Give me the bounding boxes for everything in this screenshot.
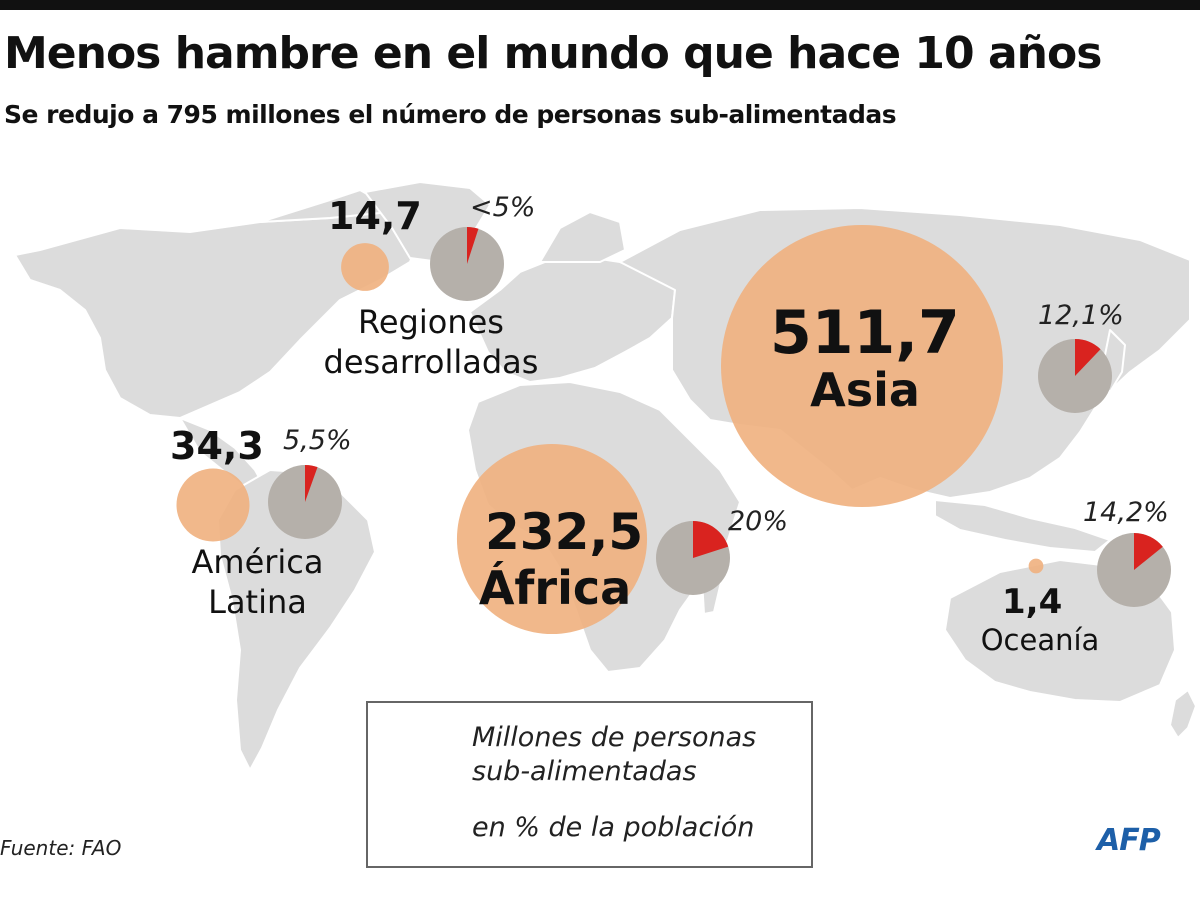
- landmass-new-zealand: [1169, 689, 1197, 739]
- region-name-line: Asia: [810, 363, 920, 417]
- bubble-desarrolladas: [341, 243, 389, 291]
- region-name-oceania: Oceanía: [965, 620, 1115, 660]
- page-subtitle: Se redujo a 795 millones el número de pe…: [4, 100, 897, 129]
- percent-label-latina: 5,5%: [283, 425, 352, 456]
- region-name-line: África: [478, 561, 632, 615]
- pie-slice-desarrolladas: [467, 227, 479, 264]
- percent-label-africa: 20%: [728, 506, 789, 537]
- bubble-asia: [721, 225, 1003, 507]
- region-name-line: América: [191, 543, 324, 581]
- region-name-line: Regiones: [358, 303, 504, 341]
- legend: Millones de personas sub-alimentadas en …: [366, 701, 813, 868]
- bubble-africa: [456, 443, 648, 635]
- region-name-africa: África: [470, 560, 640, 616]
- page-title: Menos hambre en el mundo que hace 10 año…: [4, 28, 1102, 79]
- top-bar: [0, 0, 1200, 10]
- percent-label-asia: 12,1%: [1038, 300, 1124, 331]
- value-label-asia: 511,7: [770, 298, 960, 368]
- legend-bubble-label-line: sub-alimentadas: [472, 756, 697, 787]
- region-name-desarrolladas: Regiones desarrolladas: [300, 302, 562, 382]
- percent-label-oceania: 14,2%: [1083, 497, 1169, 528]
- source-note: Fuente: FAO: [0, 836, 122, 860]
- legend-bubble-label: Millones de personas sub-alimentadas: [472, 721, 756, 789]
- landmass-scandinavia: [539, 211, 626, 263]
- landmass-se-asia-islands: [934, 499, 1111, 553]
- region-name-latina: América Latina: [165, 542, 350, 622]
- region-name-line: Oceanía: [980, 623, 1100, 657]
- region-name-line: desarrolladas: [323, 343, 539, 381]
- bubble-oceania: [1028, 558, 1044, 574]
- pie-slice-africa: [693, 521, 729, 558]
- region-name-line: Latina: [208, 583, 307, 621]
- pie-slice-oceania: [1134, 533, 1163, 570]
- afp-logo: AFP: [1097, 823, 1161, 858]
- value-label-oceania: 1,4: [1002, 582, 1063, 622]
- value-label-desarrolladas: 14,7: [328, 194, 422, 238]
- legend-bubble-label-line: Millones de personas: [472, 722, 757, 753]
- region-name-asia: Asia: [790, 362, 940, 418]
- bubble-latina: [176, 468, 250, 542]
- value-label-latina: 34,3: [170, 424, 264, 468]
- pie-slice-asia: [1075, 339, 1101, 376]
- percent-label-desarrolladas: <5%: [470, 192, 536, 223]
- value-label-africa: 232,5: [485, 503, 644, 561]
- pie-slice-latina: [305, 465, 318, 502]
- legend-pie-label: en % de la población: [472, 812, 755, 843]
